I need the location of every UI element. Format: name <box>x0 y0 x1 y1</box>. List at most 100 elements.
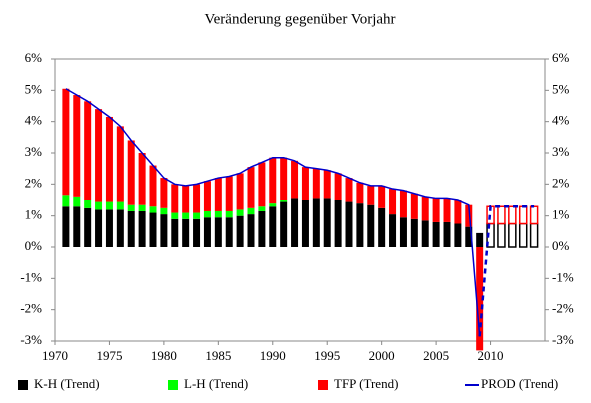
bar <box>203 181 211 211</box>
bar <box>95 109 103 202</box>
x-tick-label: 1990 <box>260 348 286 363</box>
bar <box>203 217 211 247</box>
bar <box>171 212 179 219</box>
bar <box>160 214 168 247</box>
bar <box>84 200 92 208</box>
bar <box>73 206 81 247</box>
y2-tick-label: 5% <box>552 81 570 96</box>
bar <box>454 200 462 224</box>
bar <box>182 185 190 213</box>
x-tick-label: 1985 <box>205 348 231 363</box>
legend-label: K-H (Trend) <box>34 376 100 391</box>
x-tick-label: 1970 <box>42 348 68 363</box>
bar <box>105 209 113 247</box>
bar <box>95 209 103 247</box>
bar <box>247 167 255 208</box>
bar <box>529 205 539 225</box>
y2-tick-label: 3% <box>552 144 570 159</box>
legend-swatch <box>18 380 28 390</box>
y2-tick-label: -2% <box>552 301 574 316</box>
bar <box>214 210 222 218</box>
y-tick-label: 2% <box>25 175 43 190</box>
bar <box>465 204 473 227</box>
bar <box>356 182 364 204</box>
y-tick-label: 0% <box>25 238 43 253</box>
y-tick-label: 1% <box>25 207 43 222</box>
bar <box>356 203 364 247</box>
y-tick-label: 5% <box>25 81 43 96</box>
bar <box>193 212 201 219</box>
bar <box>236 215 244 247</box>
bar <box>160 207 168 215</box>
bar <box>247 214 255 247</box>
bar <box>149 206 157 213</box>
bar <box>345 178 353 202</box>
bar <box>432 221 440 247</box>
bar <box>291 160 299 199</box>
bar <box>182 218 190 247</box>
y2-tick-label: 4% <box>552 113 570 128</box>
bar <box>116 126 124 202</box>
bar <box>127 210 135 247</box>
bar <box>399 217 407 247</box>
bar <box>225 176 233 211</box>
bar <box>258 210 266 247</box>
bar <box>225 217 233 247</box>
bar <box>323 170 331 199</box>
bar <box>258 206 266 211</box>
bar <box>454 223 462 247</box>
bar <box>312 198 320 247</box>
bar <box>62 195 70 207</box>
bar <box>149 165 157 207</box>
bar <box>73 196 81 207</box>
legend-label: L-H (Trend) <box>184 376 248 391</box>
bar <box>476 232 484 247</box>
bar <box>62 206 70 247</box>
bar <box>84 101 92 200</box>
bar <box>84 207 92 247</box>
y-tick-label: -2% <box>20 301 42 316</box>
y-tick-label: 6% <box>25 50 43 65</box>
x-tick-label: 1975 <box>96 348 122 363</box>
bar <box>171 184 179 213</box>
bar <box>367 185 375 205</box>
y-tick-label: 4% <box>25 113 43 128</box>
y2-tick-label: 6% <box>552 50 570 65</box>
bar <box>280 201 288 247</box>
bar <box>291 198 299 247</box>
bar <box>138 210 146 247</box>
bar <box>378 185 386 208</box>
bar <box>432 198 440 222</box>
bar <box>301 200 309 247</box>
x-tick-label: 2000 <box>369 348 395 363</box>
bar <box>105 116 113 202</box>
bar <box>269 206 277 247</box>
bar <box>301 167 309 200</box>
bar <box>62 88 70 196</box>
bar <box>258 162 266 207</box>
bar <box>421 196 429 221</box>
bar <box>182 212 190 219</box>
bar <box>508 222 517 248</box>
bar <box>149 212 157 247</box>
bar <box>193 218 201 247</box>
bar <box>389 189 397 215</box>
bar <box>269 203 277 207</box>
bar <box>378 207 386 247</box>
bar <box>443 198 451 222</box>
bar <box>280 200 288 202</box>
bar <box>214 178 222 211</box>
bar <box>138 153 146 205</box>
x-tick-label: 1995 <box>314 348 340 363</box>
bar <box>334 173 342 200</box>
x-tick-label: 1980 <box>151 348 177 363</box>
bar <box>116 209 124 247</box>
y-tick-label: -3% <box>20 332 42 347</box>
legend-swatch <box>168 380 178 390</box>
bar <box>247 207 255 215</box>
bar <box>116 201 124 210</box>
bar <box>410 193 418 219</box>
bar <box>497 222 506 248</box>
bar <box>269 157 277 204</box>
y-tick-label: 3% <box>25 144 43 159</box>
